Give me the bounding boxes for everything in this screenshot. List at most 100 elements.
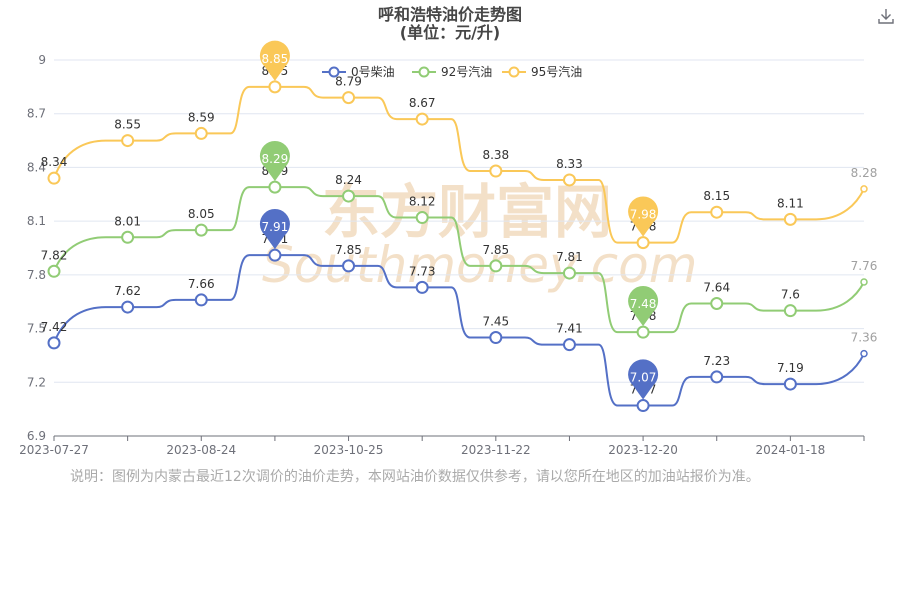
- data-label: 7.6: [781, 288, 800, 302]
- data-label: 7.62: [114, 284, 141, 298]
- data-label: 8.12: [409, 195, 436, 209]
- data-point[interactable]: [636, 399, 650, 413]
- data-label: 7.81: [556, 250, 583, 264]
- series-2: [47, 80, 868, 250]
- data-point[interactable]: [636, 236, 650, 250]
- pin-label: 8.85: [262, 52, 289, 66]
- y-tick-label: 8.7: [27, 107, 46, 121]
- series-0: [47, 248, 868, 413]
- data-point[interactable]: [194, 293, 208, 307]
- watermark-cn: 东方财富网: [322, 178, 612, 246]
- legend-item-0[interactable]: 0号柴油: [322, 65, 395, 79]
- data-label: 8.01: [114, 214, 141, 228]
- data-label: 7.64: [703, 281, 730, 295]
- y-tick-label: 7.8: [27, 268, 46, 282]
- series-layer: [47, 80, 868, 413]
- data-label: 7.85: [335, 243, 362, 257]
- legend-item-2[interactable]: 95号汽油: [502, 64, 582, 79]
- series-line: [53, 254, 865, 407]
- data-point[interactable]: [710, 205, 724, 219]
- pin-shape: [628, 285, 659, 327]
- data-label: 8.67: [409, 96, 436, 110]
- data-label: 7.76: [851, 259, 878, 273]
- pin-shape: [259, 140, 290, 182]
- grid: [54, 59, 864, 383]
- data-point[interactable]: [342, 189, 356, 203]
- data-point[interactable]: [783, 212, 797, 226]
- data-label: 7.41: [556, 322, 583, 336]
- legend-marker: [508, 66, 520, 78]
- data-point[interactable]: [121, 300, 135, 314]
- y-axis: 6.9 7.2 7.5 7.8 8.1 8.4 8.7 9: [27, 53, 46, 443]
- y-tick-label: 7.5: [27, 322, 46, 336]
- extreme-pin: 8.85: [259, 40, 290, 81]
- data-label: 8.79: [335, 75, 362, 89]
- data-label: 8.55: [114, 118, 141, 132]
- data-labels: 7.42 7.62 7.66 7.91 7.85 7.73 7.45 7.41 7.07 7.23…: [41, 64, 878, 397]
- pin-label: 7.91: [262, 220, 289, 234]
- data-label: 8.28: [851, 166, 878, 180]
- data-point[interactable]: [562, 338, 576, 352]
- data-label: 7.36: [851, 331, 878, 345]
- extreme-markers: 7.91 7.07 8.29 7.48 8.85 7.98: [259, 40, 659, 400]
- data-label: 7.85: [482, 243, 509, 257]
- y-tick-label: 8.4: [27, 160, 46, 174]
- data-label: 7.42: [41, 320, 68, 334]
- data-point[interactable]: [710, 297, 724, 311]
- data-point[interactable]: [636, 325, 650, 339]
- series-line: [53, 186, 865, 334]
- data-point[interactable]: [415, 211, 429, 225]
- extreme-pin: 8.29: [259, 140, 290, 182]
- data-point[interactable]: [121, 134, 135, 148]
- data-point[interactable]: [783, 304, 797, 318]
- pin-shape: [628, 359, 659, 400]
- data-label: 8.33: [556, 157, 583, 171]
- legend-item-1[interactable]: 92号汽油: [412, 64, 492, 79]
- data-point[interactable]: [415, 280, 429, 294]
- data-point[interactable]: [47, 264, 61, 278]
- data-point[interactable]: [489, 259, 503, 273]
- data-point[interactable]: [415, 112, 429, 126]
- data-label: 8.24: [335, 173, 362, 187]
- data-point[interactable]: [47, 336, 61, 350]
- data-point[interactable]: [860, 349, 868, 358]
- y-tick-label: 9: [38, 53, 46, 67]
- legend-label: 92号汽油: [441, 64, 492, 79]
- data-label: 8.34: [41, 155, 68, 169]
- pin-shape: [628, 196, 659, 237]
- legend-label: 95号汽油: [531, 64, 582, 79]
- data-label: 7.45: [482, 315, 509, 329]
- data-label: 8.38: [482, 148, 509, 162]
- data-point[interactable]: [562, 173, 576, 187]
- data-label: 8.15: [703, 189, 730, 203]
- data-point[interactable]: [562, 266, 576, 280]
- data-point[interactable]: [342, 91, 356, 105]
- data-point[interactable]: [268, 180, 282, 194]
- data-point[interactable]: [121, 230, 135, 244]
- x-tick-label: 2023-12-20: [608, 443, 678, 457]
- download-icon[interactable]: [876, 6, 896, 26]
- data-point[interactable]: [489, 164, 503, 178]
- data-point[interactable]: [710, 370, 724, 384]
- extreme-pin: 7.48: [628, 285, 659, 327]
- series-line: [53, 85, 865, 244]
- data-label: 8.11: [777, 196, 804, 210]
- data-point[interactable]: [489, 331, 503, 345]
- data-point[interactable]: [268, 80, 282, 94]
- data-point[interactable]: [860, 278, 868, 286]
- data-point[interactable]: [860, 185, 868, 193]
- data-point[interactable]: [342, 259, 356, 273]
- data-label: 7.66: [188, 277, 215, 291]
- x-tick-label: 2023-08-24: [166, 443, 236, 457]
- pin-shape: [259, 208, 290, 250]
- data-point[interactable]: [194, 126, 208, 140]
- pin-shape: [259, 40, 290, 81]
- extreme-pin: 7.98: [628, 196, 659, 237]
- data-point[interactable]: [47, 171, 61, 185]
- data-point[interactable]: [268, 248, 282, 262]
- data-label: 7.19: [777, 361, 804, 375]
- data-point[interactable]: [783, 377, 797, 391]
- x-tick-label: 2024-01-18: [755, 443, 825, 457]
- y-tick-label: 8.1: [27, 214, 46, 228]
- data-point[interactable]: [194, 223, 208, 237]
